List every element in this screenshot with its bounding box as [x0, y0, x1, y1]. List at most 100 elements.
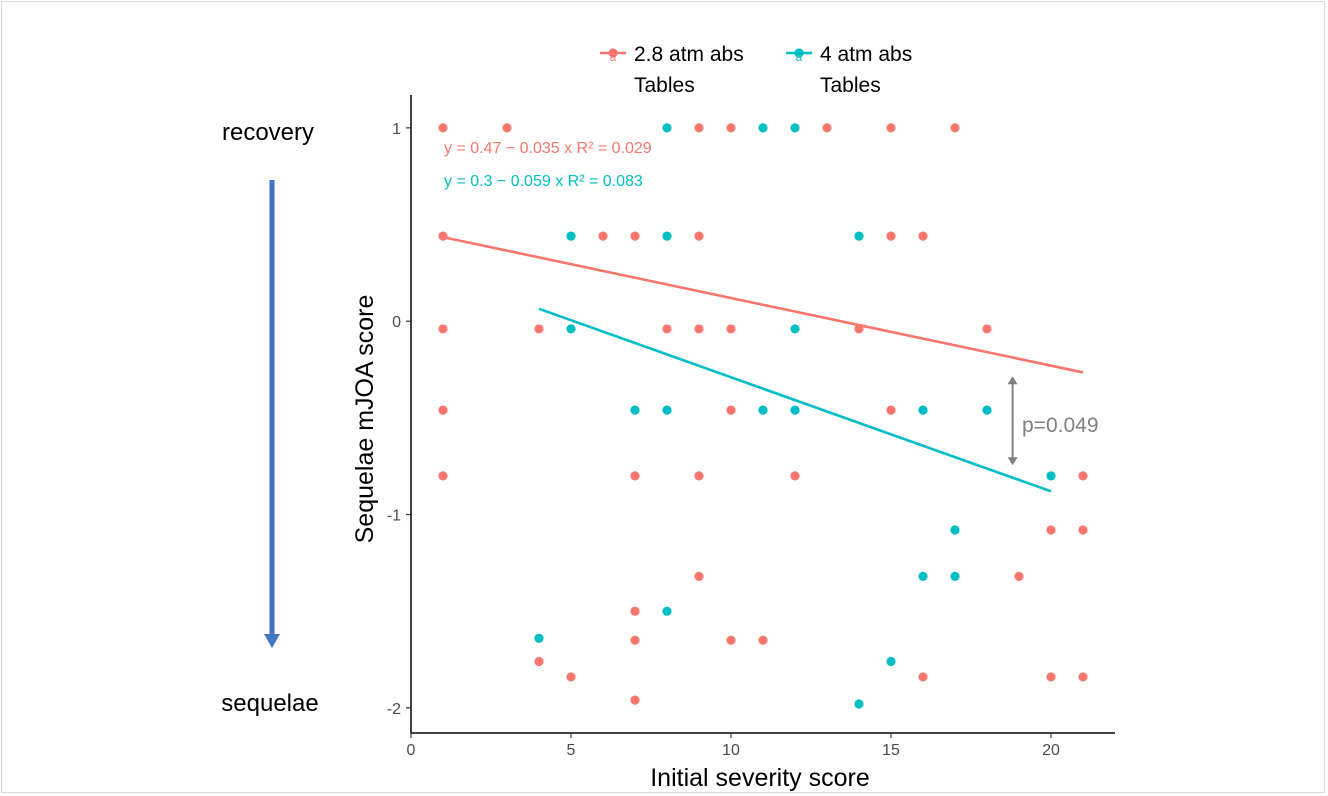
legend-key-glyph-2: a: [796, 50, 803, 64]
data-point-series-1: [438, 471, 448, 481]
data-point-series-1: [758, 635, 768, 645]
equation-series-1: y = 0.47 − 0.035 x R² = 0.029: [444, 140, 652, 157]
data-point-series-1: [438, 231, 448, 241]
data-point-series-1: [630, 471, 640, 481]
data-point-series-1: [886, 123, 896, 133]
data-point-series-1: [694, 471, 704, 481]
data-point-series-1: [662, 324, 672, 334]
direction-arrow: [264, 180, 280, 648]
y-axis-title: Sequelae mJOA score: [351, 295, 379, 544]
data-point-series-2: [854, 231, 864, 241]
legend-label-2-line1: 4 atm abs: [820, 43, 912, 66]
y-tick-label: -2: [387, 701, 401, 718]
direction-arrow-head: [264, 634, 280, 648]
y-ticks: -2 -1 0 1: [387, 121, 411, 718]
data-point-series-1: [1078, 672, 1088, 682]
data-points: [438, 123, 1088, 709]
legend: a 2.8 atm abs Tables a 4 atm abs Tables: [600, 43, 912, 97]
data-point-series-1: [726, 635, 736, 645]
legend-label-1-line2: Tables: [634, 74, 695, 97]
data-point-series-1: [694, 123, 704, 133]
data-point-series-1: [438, 123, 448, 133]
data-point-series-2: [1046, 471, 1056, 481]
data-point-series-1: [630, 606, 640, 616]
fit-lines: [442, 235, 1084, 493]
data-point-series-1: [534, 656, 544, 667]
data-point-series-1: [1078, 471, 1088, 481]
x-ticks: 0 5 10 15 20: [407, 733, 1060, 759]
data-point-series-1: [822, 123, 832, 133]
data-point-series-1: [694, 324, 704, 334]
data-point-series-1: [918, 672, 928, 682]
data-point-series-2: [662, 231, 672, 241]
data-point-series-1: [726, 324, 736, 334]
data-point-series-1: [950, 123, 960, 133]
x-tick-label: 20: [1042, 742, 1060, 759]
data-point-series-1: [726, 405, 736, 415]
data-point-series-1: [790, 471, 800, 481]
data-point-series-2: [758, 123, 768, 133]
p-value-arrow: [1007, 376, 1018, 466]
fit-line-series-2: [538, 307, 1052, 493]
data-point-series-1: [566, 672, 576, 682]
data-point-series-2: [566, 324, 576, 334]
data-point-series-1: [438, 405, 448, 415]
x-tick-label: 5: [567, 742, 576, 759]
data-point-series-2: [886, 656, 896, 667]
x-tick-label: 0: [407, 742, 416, 759]
data-point-series-2: [566, 231, 576, 241]
y-tick-label: 0: [392, 314, 401, 331]
sequelae-label: sequelae: [221, 690, 318, 717]
data-point-series-2: [662, 606, 672, 616]
x-tick-label: 15: [882, 742, 900, 759]
x-tick-label: 10: [722, 742, 740, 759]
legend-key-point-1: [608, 48, 618, 58]
data-point-series-2: [918, 571, 928, 582]
p-arrow-head-top: [1007, 376, 1018, 385]
data-point-series-1: [438, 324, 448, 334]
data-point-series-1: [886, 405, 896, 415]
data-point-series-1: [854, 324, 864, 334]
data-point-series-2: [790, 123, 800, 133]
x-axis-title: Initial severity score: [650, 764, 870, 792]
data-point-series-1: [1014, 571, 1024, 582]
data-point-series-2: [662, 405, 672, 415]
y-tick-label: 1: [392, 121, 401, 138]
data-point-series-1: [630, 695, 640, 705]
data-point-series-1: [630, 231, 640, 241]
axes: [410, 95, 1115, 734]
data-point-series-1: [1078, 525, 1088, 535]
data-point-series-1: [502, 123, 512, 133]
data-point-series-1: [630, 635, 640, 645]
data-point-series-1: [1046, 672, 1056, 682]
data-point-series-1: [726, 123, 736, 133]
data-point-series-2: [854, 699, 864, 709]
data-point-series-1: [694, 231, 704, 241]
p-value-label: p=0.049: [1022, 414, 1099, 437]
p-arrow-head-bottom: [1007, 457, 1018, 466]
data-point-series-2: [534, 633, 544, 643]
data-point-series-2: [630, 405, 640, 415]
data-point-series-1: [886, 231, 896, 241]
data-point-series-2: [662, 123, 672, 133]
y-tick-label: -1: [387, 508, 401, 525]
data-point-series-1: [1046, 525, 1056, 535]
legend-label-2-line2: Tables: [820, 74, 881, 97]
equation-series-2: y = 0.3 − 0.059 x R² = 0.083: [444, 173, 643, 190]
data-point-series-1: [598, 231, 608, 241]
legend-label-1-line1: 2.8 atm abs: [634, 43, 744, 66]
data-point-series-2: [918, 405, 928, 415]
data-point-series-1: [982, 324, 992, 334]
legend-key-glyph-1: a: [610, 50, 617, 64]
data-point-series-1: [694, 571, 704, 582]
data-point-series-2: [790, 405, 800, 415]
data-point-series-2: [950, 525, 960, 535]
data-point-series-1: [918, 231, 928, 241]
fit-line-series-1: [442, 235, 1084, 374]
recovery-label: recovery: [222, 119, 314, 146]
legend-key-point-2: [794, 48, 804, 58]
data-point-series-2: [982, 405, 992, 415]
data-point-series-2: [950, 571, 960, 582]
